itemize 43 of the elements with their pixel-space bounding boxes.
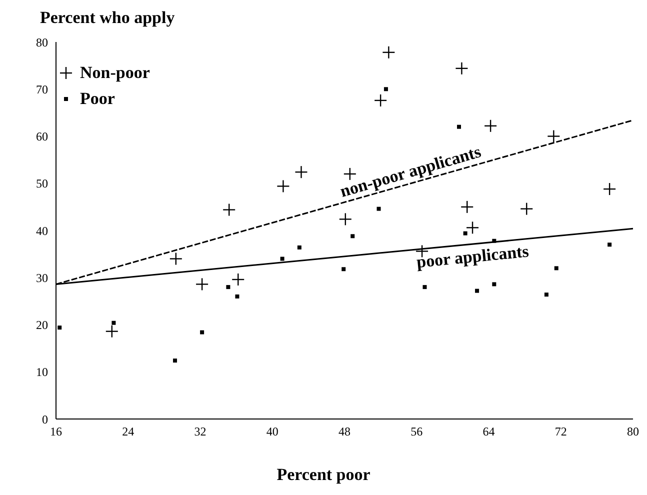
point bbox=[235, 294, 240, 298]
point bbox=[492, 282, 496, 286]
point bbox=[422, 285, 427, 290]
x-tick-label: 48 bbox=[338, 424, 350, 439]
y-tick-label: 60 bbox=[36, 130, 48, 144]
point bbox=[475, 288, 480, 293]
point bbox=[173, 358, 178, 363]
point bbox=[376, 206, 381, 211]
point bbox=[112, 320, 116, 325]
y-tick-label: 70 bbox=[36, 82, 48, 96]
x-tick-label: 16 bbox=[50, 424, 62, 439]
point bbox=[342, 267, 346, 272]
x-tick-label: 56 bbox=[410, 424, 423, 439]
point bbox=[350, 234, 355, 238]
x-tick-label: 72 bbox=[554, 424, 567, 439]
x-tick-label: 32 bbox=[194, 424, 206, 439]
legend-label: Poor bbox=[80, 88, 115, 110]
y-axis-title: Percent who apply bbox=[40, 8, 175, 28]
x-axis-title: Percent poor bbox=[276, 465, 372, 485]
point bbox=[457, 124, 461, 129]
point bbox=[297, 245, 302, 250]
x-tick-label: 24 bbox=[122, 424, 134, 439]
point bbox=[544, 292, 548, 297]
y-tick-label: 20 bbox=[36, 318, 48, 332]
point bbox=[608, 242, 612, 247]
point bbox=[226, 285, 230, 290]
text: poor applicants bbox=[416, 242, 530, 272]
point bbox=[554, 266, 558, 270]
point bbox=[58, 326, 62, 330]
point bbox=[463, 231, 468, 236]
x-tick-label: 64 bbox=[482, 424, 495, 439]
x-tick-label: 80 bbox=[627, 424, 639, 439]
y-tick-label: 30 bbox=[36, 270, 48, 285]
y-tick-label: 0 bbox=[42, 412, 48, 426]
y-tick-label: 40 bbox=[36, 224, 48, 238]
point bbox=[384, 87, 388, 92]
point bbox=[200, 330, 204, 334]
point bbox=[280, 256, 284, 261]
x-tick-label: 40 bbox=[266, 424, 278, 439]
legend-label: Non-poor bbox=[80, 62, 150, 84]
y-tick-label: 50 bbox=[36, 176, 48, 191]
y-tick-label: 80 bbox=[36, 35, 48, 50]
y-tick-label: 10 bbox=[36, 365, 48, 380]
